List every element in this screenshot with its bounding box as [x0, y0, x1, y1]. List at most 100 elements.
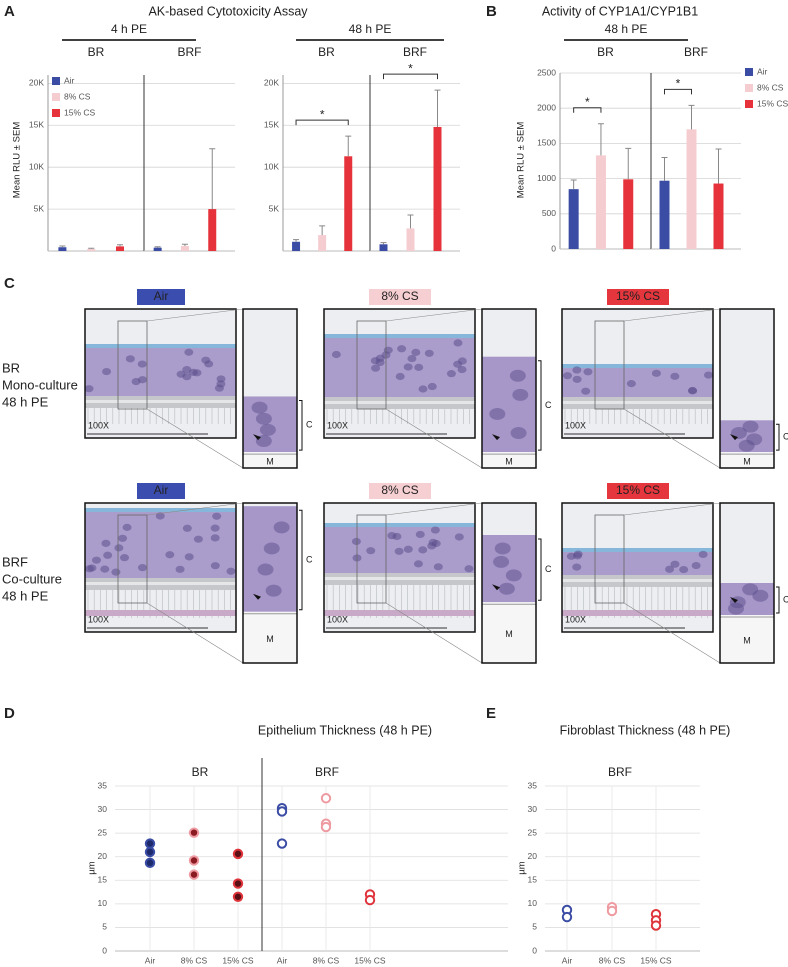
zoom-region	[117, 514, 148, 604]
significance-bracket	[383, 73, 438, 80]
layer-bracket	[776, 586, 780, 614]
layer-bracket	[299, 509, 303, 611]
cilia	[85, 344, 236, 348]
inset-nucleus	[494, 542, 511, 555]
error-bar	[154, 246, 161, 248]
y-tick-label: 15K	[264, 120, 279, 130]
error-bar	[59, 245, 66, 248]
y-tick-label: 500	[542, 208, 556, 218]
membrane-highlight	[562, 401, 713, 404]
cilia	[324, 523, 475, 527]
zoom-region	[594, 320, 625, 410]
nucleus	[100, 565, 110, 573]
y-tick-label: 1000	[537, 173, 556, 183]
inset-frame	[242, 502, 298, 664]
bar	[153, 247, 162, 251]
nucleus	[418, 546, 428, 554]
nucleus	[182, 524, 192, 532]
facet-label: BR	[597, 45, 614, 59]
nucleus	[118, 534, 128, 542]
bar	[180, 245, 189, 251]
nucleus	[665, 565, 675, 573]
panel-letter: D	[4, 705, 15, 722]
data-point	[320, 793, 332, 804]
inset-membrane	[720, 452, 774, 468]
error-bar	[661, 156, 668, 181]
image-frame	[561, 308, 714, 439]
epithelium	[324, 334, 475, 397]
nucleus	[415, 530, 425, 539]
micrograph: 15% CS 100X M C	[561, 289, 788, 469]
arrowhead	[253, 434, 261, 441]
x-tick-label: 8% CS	[181, 955, 208, 965]
bar	[87, 248, 96, 251]
facet-label: BRF	[684, 45, 708, 59]
y-tick-label: 1500	[537, 138, 556, 148]
chart-title: Fibroblast Thickness (48 h PE)	[560, 723, 731, 737]
nucleus	[583, 368, 593, 376]
legend-label: 15% CS	[757, 98, 788, 108]
row-label: 48 h PE	[2, 394, 49, 409]
layer-label: M	[266, 634, 274, 644]
inset-membrane	[720, 615, 774, 663]
badge	[607, 483, 669, 499]
significance-label: *	[408, 61, 413, 75]
nucleus	[111, 568, 121, 576]
nucleus	[679, 565, 689, 574]
micrograph: Air 100X M C	[84, 289, 313, 469]
nucleus	[573, 550, 583, 558]
layer-label: C	[783, 594, 788, 604]
y-tick-label: 15K	[29, 120, 44, 130]
significance-bracket	[295, 119, 349, 126]
bar	[208, 209, 217, 251]
y-tick-label: 0	[532, 945, 537, 955]
error-bar	[688, 104, 695, 130]
legend-swatch	[52, 93, 60, 101]
x-tick-label: Air	[145, 955, 156, 965]
inset-nucleus	[510, 427, 527, 440]
nucleus	[370, 357, 380, 365]
y-tick-label: 0	[551, 243, 556, 253]
error-bar	[117, 244, 123, 247]
magnification: 100X	[327, 420, 348, 430]
nucleus	[395, 372, 405, 381]
bar	[713, 183, 724, 249]
nucleus	[175, 565, 185, 573]
layer-label: C	[545, 400, 552, 410]
error-bar	[597, 123, 604, 156]
layer-label: C	[306, 420, 313, 430]
zoom-line	[146, 602, 244, 664]
nucleus	[137, 360, 147, 368]
y-tick-label: 10K	[29, 161, 44, 171]
zoom-line	[623, 408, 721, 469]
magnification: 100X	[88, 614, 109, 624]
inset-nucleus	[505, 569, 522, 582]
layer-label: C	[783, 432, 788, 442]
y-tick-label: 25	[528, 827, 538, 837]
significance-bracket	[573, 107, 602, 113]
significance-bracket	[664, 88, 692, 95]
nucleus	[216, 375, 226, 383]
x-tick-label: 15% CS	[354, 955, 386, 965]
y-tick-label: 15	[98, 875, 108, 885]
x-tick-label: 8% CS	[313, 955, 340, 965]
data-point	[364, 894, 376, 906]
y-tick-label: 10	[528, 898, 538, 908]
y-tick-label: 20K	[264, 78, 279, 88]
inset-membrane	[482, 452, 536, 468]
y-tick-label: 35	[98, 780, 108, 790]
magnification: 100X	[88, 420, 109, 430]
badge-label: 15% CS	[616, 289, 660, 303]
y-tick-label: 15	[528, 875, 538, 885]
y-axis-label: µm	[87, 861, 98, 874]
nucleus	[427, 382, 437, 391]
zoom-line	[623, 308, 721, 322]
arrowhead	[492, 584, 500, 591]
badge	[137, 289, 185, 305]
error-bar	[88, 247, 95, 249]
micrograph: 15% CS 100X M C	[561, 483, 788, 664]
x-tick-label: 15% CS	[640, 955, 672, 965]
nucleus	[176, 370, 186, 378]
nucleus	[103, 551, 113, 559]
fibroblast-layer	[85, 610, 236, 616]
